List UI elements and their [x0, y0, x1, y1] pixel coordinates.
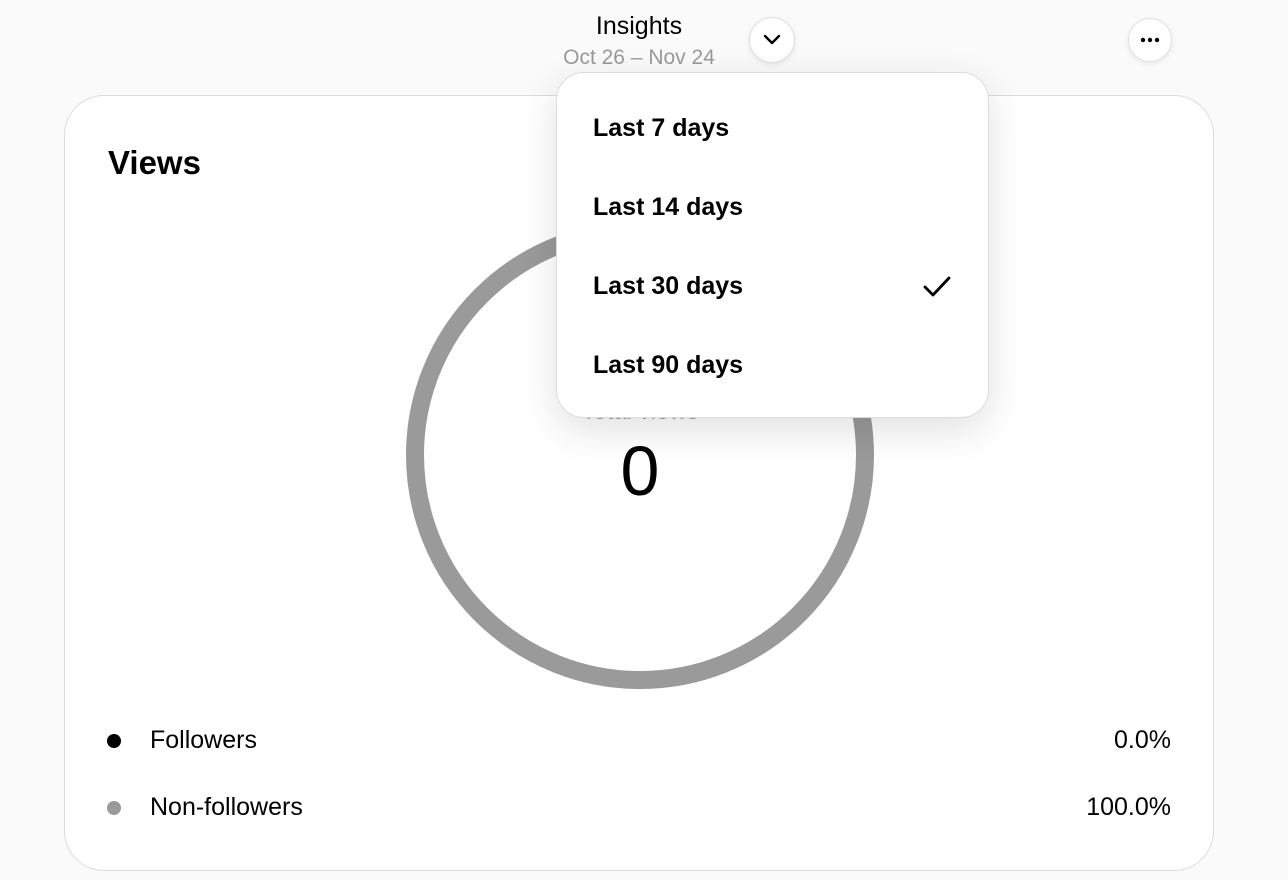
legend-label: Followers: [150, 726, 257, 754]
legend-label: Non-followers: [150, 793, 303, 821]
menu-item-label: Last 7 days: [593, 114, 730, 142]
legend-followers: Followers 0.0%: [107, 726, 1171, 755]
more-horizontal-icon: [1140, 37, 1160, 43]
card-title: Views: [108, 144, 201, 181]
more-options-button[interactable]: [1128, 18, 1172, 62]
date-range: Oct 26 – Nov 24: [563, 46, 715, 69]
menu-item-last-30-days[interactable]: Last 30 days: [557, 247, 988, 326]
menu-item-label: Last 30 days: [593, 272, 744, 300]
date-range-menu: Last 7 days Last 14 days Last 30 days La…: [556, 72, 989, 418]
legend-non-followers: Non-followers 100.0%: [107, 793, 1171, 822]
legend-value: 100.0%: [1086, 793, 1171, 821]
menu-item-label: Last 90 days: [593, 351, 744, 379]
menu-item-label: Last 14 days: [593, 193, 744, 221]
checkmark-icon: [923, 276, 951, 296]
page-title: Insights: [595, 12, 683, 40]
menu-item-last-14-days[interactable]: Last 14 days: [557, 168, 988, 247]
total-views-value: 0: [620, 432, 660, 510]
menu-item-last-90-days[interactable]: Last 90 days: [557, 326, 988, 405]
non-followers-dot: [107, 800, 121, 815]
date-range-dropdown-button[interactable]: [749, 17, 795, 63]
legend-value: 0.0%: [1114, 726, 1171, 754]
menu-item-last-7-days[interactable]: Last 7 days: [557, 89, 988, 168]
chevron-down-icon: [763, 34, 781, 45]
followers-dot: [107, 733, 121, 748]
